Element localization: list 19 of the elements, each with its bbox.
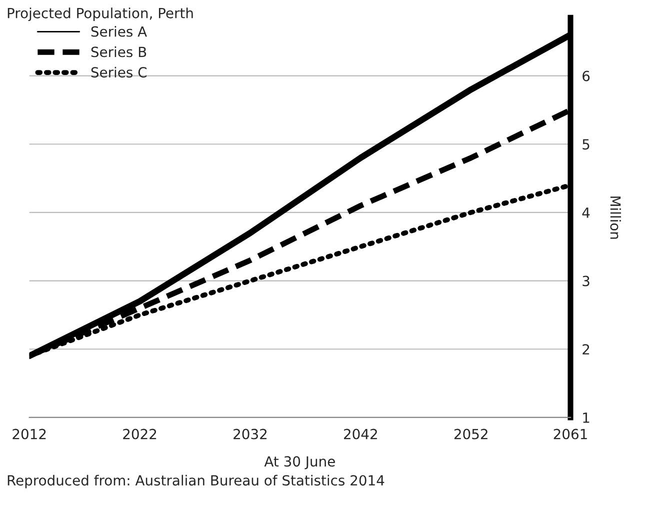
y-tick-label: 4	[582, 208, 590, 218]
x-axis-title: At 30 June	[264, 456, 335, 470]
y-axis-title: Million	[610, 196, 622, 239]
x-tick-label: 2022	[123, 428, 156, 440]
y-tick-label: 6	[582, 70, 590, 82]
y-tick-label: 5	[582, 139, 590, 150]
legend-label: Series A	[91, 26, 147, 37]
y-tick-label: 3	[582, 276, 590, 286]
x-tick-label: 2052	[454, 428, 488, 440]
legend-label: Series C	[91, 66, 147, 78]
x-tick-label: 2061	[554, 428, 587, 440]
x-tick-label: 2012	[12, 428, 46, 440]
y-tick-label: 2	[582, 344, 590, 354]
chart-title: Projected Population, Perth	[8, 8, 193, 22]
x-tick-label: 2042	[344, 428, 377, 440]
legend-label: Series B	[91, 46, 146, 58]
y-tick-label: 1	[583, 412, 590, 423]
text: Reproduced from: Australian Bureau of Statistics 2014	[8, 474, 384, 488]
x-tick-label: 2032	[234, 428, 267, 440]
